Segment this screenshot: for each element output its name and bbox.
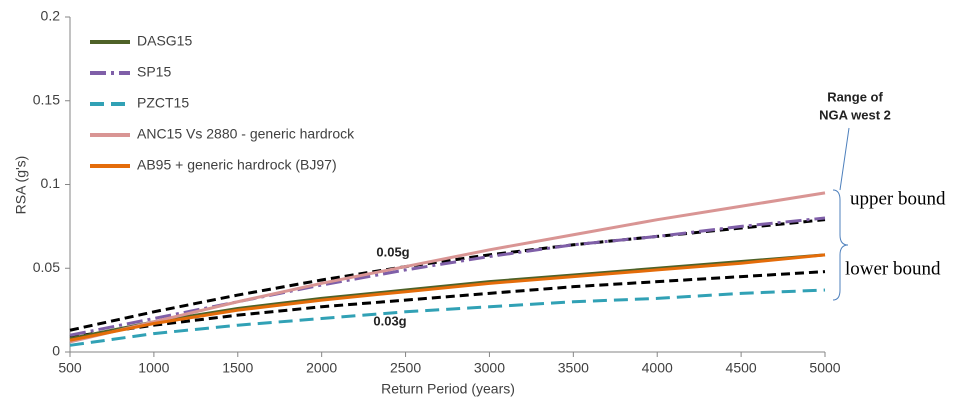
legend-label: DASG15 xyxy=(137,33,192,49)
series-line xyxy=(69,216,826,337)
bound-label: 0.03g xyxy=(373,313,406,328)
series-line xyxy=(69,191,826,344)
series-line xyxy=(69,253,826,341)
x-tick-label: 3500 xyxy=(558,360,589,376)
y-tick-label: 0 xyxy=(52,343,60,359)
x-tick-label: 3000 xyxy=(474,360,505,376)
legend-label: AB95 + generic hardrock (BJ97) xyxy=(137,157,337,173)
annotation: Range of xyxy=(827,89,883,104)
x-tick-label: 1000 xyxy=(138,360,169,376)
x-tick-label: 500 xyxy=(58,360,82,376)
bound-line xyxy=(69,218,826,332)
y-tick-label: 0.15 xyxy=(33,91,60,107)
x-tick-label: 4500 xyxy=(726,360,757,376)
x-tick-label: 1500 xyxy=(222,360,253,376)
legend-label: PZCT15 xyxy=(137,95,189,111)
annotation: NGA west 2 xyxy=(819,107,891,122)
x-tick-label: 4000 xyxy=(642,360,673,376)
x-axis-label: Return Period (years) xyxy=(381,381,515,397)
legend-label: ANC15 Vs 2880 - generic hardrock xyxy=(137,126,355,142)
series-line xyxy=(69,253,826,342)
x-tick-label: 2500 xyxy=(390,360,421,376)
x-tick-label: 2000 xyxy=(306,360,337,376)
x-tick-label: 5000 xyxy=(809,360,840,376)
y-tick-label: 0.2 xyxy=(41,8,61,24)
y-tick-label: 0.05 xyxy=(33,259,60,275)
legend-label: SP15 xyxy=(137,64,171,80)
series-line xyxy=(69,288,826,347)
annotation: upper bound xyxy=(850,188,946,209)
bound-label: 0.05g xyxy=(376,244,409,259)
y-tick-label: 0.1 xyxy=(41,175,61,191)
bound-line xyxy=(69,270,826,339)
y-axis-label: RSA (g's) xyxy=(13,156,29,215)
bracket xyxy=(832,127,850,301)
annotation: lower bound xyxy=(845,258,941,279)
